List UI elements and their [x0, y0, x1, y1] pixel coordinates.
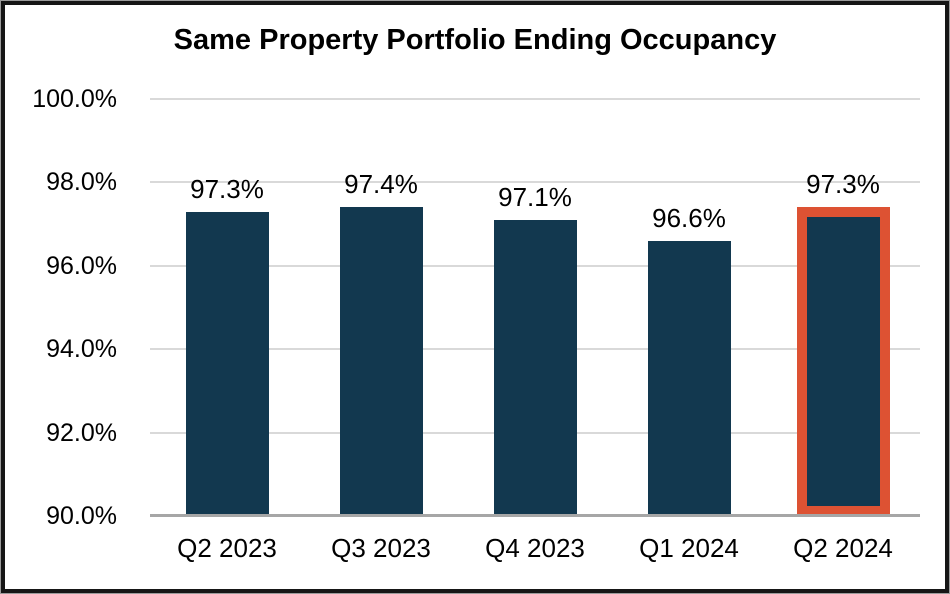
x-axis-category-label: Q1 2024	[639, 533, 739, 563]
x-axis-category-label: Q2 2024	[793, 533, 893, 563]
bar-q3-2023	[339, 207, 423, 516]
y-axis-tick-label: 96.0%	[46, 251, 117, 280]
bar-value-label: 97.3%	[190, 173, 264, 204]
y-axis-tick-label: 100.0%	[32, 85, 117, 113]
gridline	[150, 181, 920, 184]
y-axis-tick-label: 90.0%	[46, 502, 117, 530]
bar-value-label: 96.6%	[652, 202, 726, 233]
chart-title: Same Property Portfolio Ending Occupancy	[173, 24, 777, 56]
x-axis-category-label: Q2 2023	[177, 533, 277, 563]
bar-q4-2023	[493, 219, 577, 516]
gridline	[150, 98, 920, 100]
bar-q2-2023	[185, 211, 269, 516]
bar-value-label: 97.1%	[498, 181, 572, 212]
bar-q2-2024-highlighted	[796, 206, 890, 516]
x-axis-category-label: Q4 2023	[485, 533, 585, 563]
y-axis-tick-label: 98.0%	[46, 168, 117, 197]
y-axis-tick-label: 92.0%	[46, 418, 117, 447]
bar-value-label: 97.4%	[344, 169, 418, 200]
bar-value-label: 97.3%	[806, 168, 880, 199]
bar-q1-2024	[647, 240, 731, 516]
x-axis-line	[150, 514, 920, 517]
x-axis-category-label: Q3 2023	[331, 533, 431, 563]
y-axis-tick-label: 94.0%	[46, 335, 117, 364]
